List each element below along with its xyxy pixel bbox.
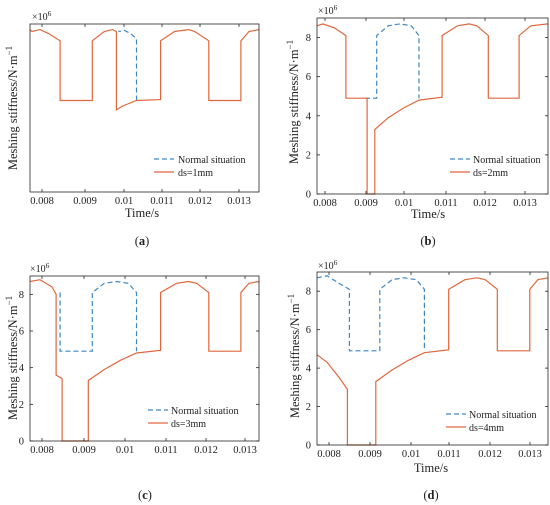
exponent-label-d: ×106 bbox=[318, 258, 338, 272]
x-tick-label-c-4: 0.012 bbox=[194, 445, 218, 456]
legend-label-normal-d: Normal situation bbox=[469, 410, 537, 421]
panel-a: 0.008 0.009 0.01 0.011 0.012 0.013 ×106 Meshi… bbox=[4, 9, 260, 248]
y-axis-label-b: Meshing stiffness/N·m−1 bbox=[285, 40, 301, 164]
legend-box-b bbox=[447, 153, 544, 181]
legend-box-a bbox=[151, 153, 249, 181]
axes-frame-a bbox=[29, 23, 260, 193]
plot-area-a: 0.008 0.009 0.01 0.011 0.012 0.013 bbox=[29, 23, 260, 207]
plot-area-d: 0.008 0.009 0.01 0.011 0.012 0.013 0 2 4 6 8 bbox=[306, 271, 549, 460]
axes-frame-c bbox=[29, 275, 260, 442]
y-tick-label-c-4: 8 bbox=[19, 290, 24, 301]
legend-b: Normal situation ds=2mm bbox=[447, 153, 544, 181]
y-axis-label-d: Meshing stiffness/N·m−1 bbox=[286, 294, 302, 418]
legend-label-damaged-b: ds=2mm bbox=[473, 168, 508, 179]
x-tick-label-c-5: 0.013 bbox=[233, 445, 257, 456]
caption-b: (b) bbox=[420, 234, 435, 248]
y-tick-label-b-3: 6 bbox=[306, 72, 311, 83]
x-tick-label-d-0: 0.008 bbox=[317, 449, 341, 460]
caption-c: (c) bbox=[138, 488, 152, 502]
x-tick-label-c-1: 0.009 bbox=[72, 445, 96, 456]
x-tick-label-a-2: 0.01 bbox=[115, 196, 133, 207]
series-normal-line-d bbox=[316, 275, 425, 352]
x-tick-label-a-0: 0.008 bbox=[30, 196, 54, 207]
x-tick-label-d-3: 0.011 bbox=[437, 449, 460, 460]
legend-label-normal-b: Normal situation bbox=[473, 155, 541, 166]
legend-label-damaged-a: ds=1mm bbox=[178, 168, 213, 179]
y-tick-label-c-2: 4 bbox=[19, 363, 25, 374]
plot-area-b: 0.008 0.009 0.01 0.011 0.012 0.013 0 2 4 6 8 bbox=[306, 17, 549, 209]
y-tick-label-d-1: 2 bbox=[306, 402, 311, 413]
x-tick-label-d-1: 0.009 bbox=[358, 449, 382, 460]
legend-d: Normal situation ds=4mm bbox=[443, 408, 540, 436]
x-tick-label-c-2: 0.01 bbox=[116, 445, 134, 456]
x-tick-label-b-3: 0.011 bbox=[434, 198, 457, 209]
y-tick-label-b-4: 8 bbox=[306, 33, 311, 44]
y-tick-label-b-0: 0 bbox=[306, 190, 311, 201]
y-tick-label-d-3: 6 bbox=[306, 325, 311, 336]
x-tick-label-b-1: 0.009 bbox=[354, 198, 378, 209]
x-tick-label-a-4: 0.012 bbox=[188, 196, 212, 207]
legend-box-c bbox=[145, 404, 242, 432]
x-tick-label-a-3: 0.011 bbox=[150, 196, 173, 207]
x-tick-label-b-5: 0.013 bbox=[513, 198, 537, 209]
x-tick-label-b-4: 0.012 bbox=[473, 198, 497, 209]
y-tick-label-c-0: 0 bbox=[19, 437, 24, 448]
exponent-label-c: ×106 bbox=[30, 261, 50, 275]
legend-label-normal-a: Normal situation bbox=[178, 155, 246, 166]
x-tick-label-c-0: 0.008 bbox=[30, 445, 54, 456]
y-tick-label-d-0: 0 bbox=[306, 441, 311, 452]
series-normal-line-a bbox=[118, 29, 138, 101]
y-tick-label-d-4: 8 bbox=[306, 287, 311, 298]
legend-label-damaged-c: ds=3mm bbox=[171, 419, 206, 430]
x-tick-label-a-1: 0.009 bbox=[73, 196, 97, 207]
x-tick-label-b-0: 0.008 bbox=[313, 198, 337, 209]
legend-c: Normal situation ds=3mm bbox=[145, 404, 242, 432]
x-tick-label-a-5: 0.013 bbox=[227, 196, 251, 207]
caption-d: (d) bbox=[423, 488, 438, 502]
series-damaged-line-b bbox=[316, 23, 549, 195]
caption-a: (a) bbox=[135, 234, 150, 248]
x-tick-label-c-3: 0.011 bbox=[154, 445, 177, 456]
series-damaged-line-c bbox=[29, 279, 260, 442]
y-axis-label-a: Meshing stiffness/N·m−1 bbox=[4, 46, 20, 170]
x-tick-label-b-2: 0.01 bbox=[395, 198, 413, 209]
x-tick-label-d-2: 0.01 bbox=[402, 449, 420, 460]
y-tick-label-b-2: 4 bbox=[306, 111, 312, 122]
series-normal-line-b bbox=[365, 23, 420, 99]
y-tick-label-b-1: 2 bbox=[306, 150, 311, 161]
legend-label-normal-c: Normal situation bbox=[171, 406, 239, 417]
y-axis-label-c: Meshing stiffness/N·m−1 bbox=[4, 296, 20, 420]
plot-area-c: 0.008 0.009 0.01 0.011 0.012 0.013 0 2 4 6 8 bbox=[19, 275, 260, 456]
x-tick-label-d-4: 0.012 bbox=[478, 449, 502, 460]
x-axis-label-a: Time/s bbox=[125, 206, 159, 220]
y-tick-label-c-3: 6 bbox=[19, 327, 24, 338]
x-axis-label-b: Time/s bbox=[411, 207, 445, 221]
axes-frame-b bbox=[316, 17, 549, 195]
exponent-label-b: ×106 bbox=[318, 3, 338, 17]
x-tick-label-d-5: 0.013 bbox=[518, 449, 542, 460]
series-normal-line-c bbox=[59, 280, 138, 352]
y-tick-label-c-1: 2 bbox=[19, 400, 24, 411]
legend-box-d bbox=[443, 408, 540, 436]
axes-frame-d bbox=[316, 271, 549, 446]
legend-label-damaged-d: ds=4mm bbox=[469, 423, 504, 434]
series-damaged-line-a bbox=[29, 28, 260, 111]
series-damaged-line-d bbox=[316, 277, 549, 446]
legend-a: Normal situation ds=1mm bbox=[151, 153, 249, 181]
y-tick-label-d-2: 4 bbox=[306, 364, 312, 375]
x-axis-label-d: Time/s bbox=[414, 461, 448, 475]
exponent-label-a: ×106 bbox=[32, 9, 52, 23]
